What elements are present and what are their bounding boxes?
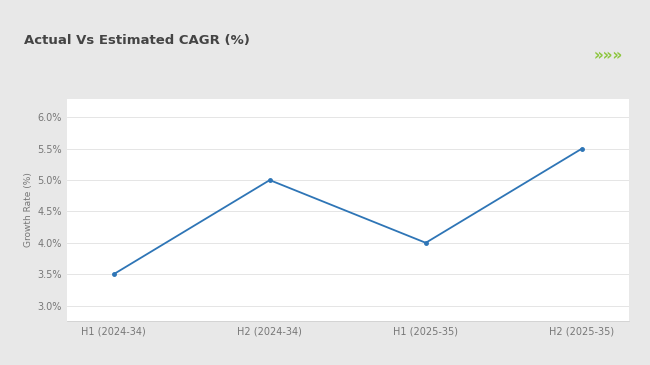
Y-axis label: Growth Rate (%): Growth Rate (%): [24, 172, 33, 247]
Text: Actual Vs Estimated CAGR (%): Actual Vs Estimated CAGR (%): [24, 34, 250, 47]
Text: »»»: »»»: [593, 48, 623, 63]
